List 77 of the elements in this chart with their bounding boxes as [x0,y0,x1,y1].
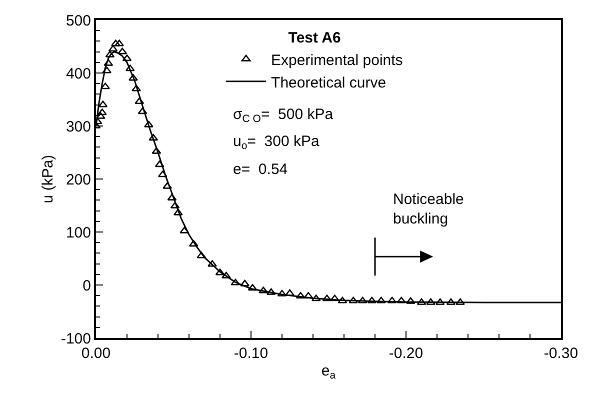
point [170,202,180,208]
point [396,296,406,304]
legend-title: Test A6 [288,30,341,47]
y-tick-label: 200 [66,171,91,188]
point [266,288,276,295]
point [208,260,217,267]
y-tick-label: 100 [66,224,91,242]
point [277,290,287,296]
point [105,50,115,58]
point [148,134,158,141]
point [367,296,377,304]
point [285,289,294,296]
point [122,54,132,62]
point [188,240,198,247]
y-tick-label: -100 [60,330,91,348]
point [230,278,240,286]
point [222,272,231,278]
point [338,296,348,304]
point [416,298,426,305]
point [196,252,206,258]
point [128,74,138,81]
point [240,280,250,286]
y-tick-label: 300 [66,118,91,136]
point [330,294,340,302]
x-tick-label: -0.10 [234,345,268,362]
point [154,160,164,168]
point [376,296,386,304]
x-tick-label: 0.00 [81,345,111,362]
point [348,296,358,304]
point [180,226,190,234]
y-tick-label: 500 [66,12,91,30]
point [426,298,436,305]
point [158,170,168,178]
point [322,294,332,302]
x-axis-title: e$_{a}$ [321,362,336,382]
point [118,48,128,54]
point [144,120,154,128]
y-tick-label: 400 [66,65,91,82]
point [296,292,306,299]
point [96,112,106,119]
y-tick-label: 0 [82,277,91,294]
point [173,208,183,216]
point [134,97,144,104]
point [304,292,314,299]
point [152,147,162,154]
annotation: e= 0.54 [233,161,288,178]
point [311,294,321,302]
point [258,286,268,294]
point [100,82,110,90]
point [248,284,258,291]
y-axis-title: u (kPa) [40,154,57,204]
point [110,40,120,46]
point [104,59,114,66]
annotation: σ$_{C O}$= 500 kPa [233,106,334,126]
legend-label: Theoretical curve [271,74,386,92]
point [456,298,465,305]
point [125,64,135,72]
x-tick-label: -0.20 [388,345,424,362]
point [167,194,177,200]
point [108,45,118,52]
point [102,66,112,74]
point [132,84,141,92]
point [387,296,397,304]
annotation: Noticeable buckling [393,191,464,228]
point [446,298,456,305]
point [162,182,172,189]
point [435,298,445,305]
point [98,108,107,116]
point [98,100,108,108]
annotation: u$_{o}$= 300 kPa [233,133,320,152]
point [114,40,124,46]
point [138,108,148,114]
point [215,268,225,276]
legend-label: Experimental points [271,52,403,69]
point [358,296,368,304]
x-tick-label: -0.30 [544,345,578,362]
point [406,297,416,304]
